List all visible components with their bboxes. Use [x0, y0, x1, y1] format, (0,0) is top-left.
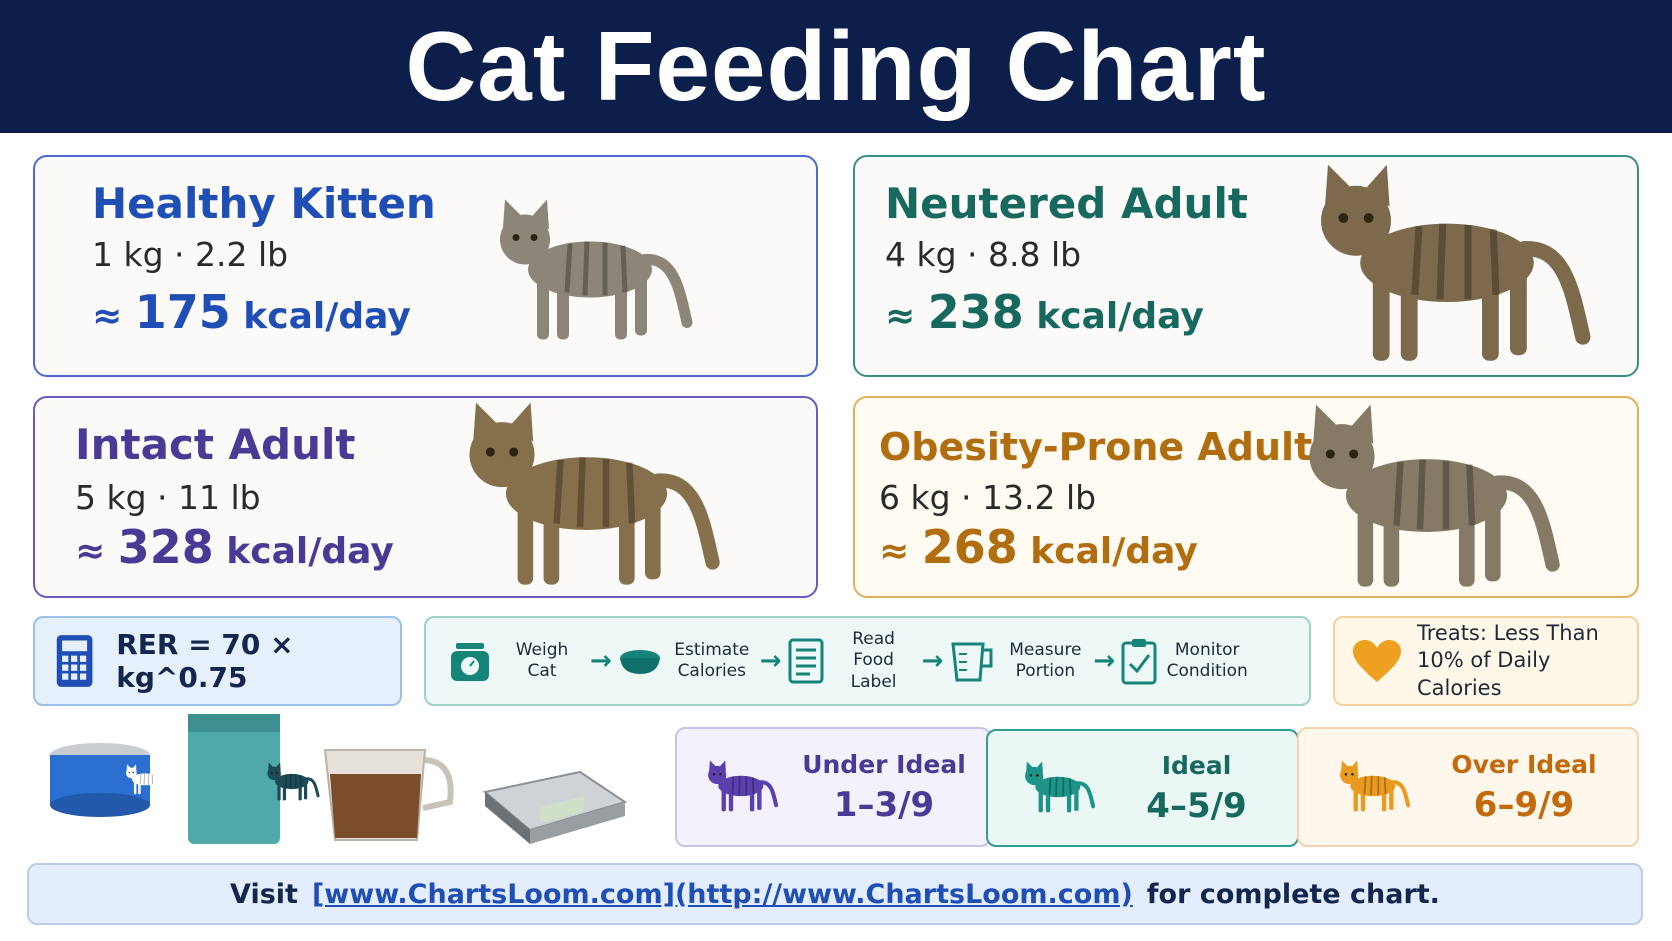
neutered-card: Neutered Adult 4 kg · 8.8 lb ≈ 238 kcal/… [853, 155, 1639, 377]
condition-label: Under Ideal [802, 749, 966, 779]
label-icon [788, 638, 824, 684]
approx: ≈ [92, 296, 123, 337]
intact-card: Intact Adult 5 kg · 11 lb ≈ 328 kcal/day [33, 396, 818, 598]
step: Monitor Condition [1121, 637, 1249, 685]
condition-box: Under Ideal 1–3/9 [675, 727, 991, 847]
condition-range: 6–9/9 [1473, 784, 1575, 825]
supplies-illustration [50, 714, 628, 844]
kcal-unit: kcal/day [226, 531, 394, 572]
cat-icon [699, 752, 779, 822]
card-weight: 4 kg · 8.8 lb [885, 235, 1082, 274]
condition-text: Ideal 4–5/9 [1096, 751, 1297, 826]
kcal-value: 268 [921, 520, 1018, 574]
condition-box: Over Ideal 6–9/9 [1297, 727, 1639, 847]
card-kcal: ≈ 238 kcal/day [885, 285, 1204, 339]
step-label: Monitor Condition [1166, 639, 1248, 681]
condition-label: Ideal [1161, 750, 1232, 780]
cat-image [395, 400, 765, 595]
scale-icon [451, 643, 489, 681]
approx: ≈ [879, 531, 910, 572]
kcal-unit: kcal/day [243, 296, 411, 337]
cup-icon [951, 642, 993, 682]
card-title: Intact Adult [75, 420, 356, 469]
step-label: Estimate Calories [674, 639, 750, 681]
card-kcal: ≈ 268 kcal/day [879, 520, 1198, 574]
footer-link[interactable]: [www.ChartsLoom.com](http://www.ChartsLo… [311, 878, 1133, 910]
card-weight: 6 kg · 13.2 lb [879, 478, 1097, 517]
card-kcal: ≈ 328 kcal/day [75, 520, 394, 574]
card-weight: 5 kg · 11 lb [75, 478, 261, 517]
bowl-icon [619, 650, 660, 674]
title: Cat Feeding Chart [405, 11, 1267, 121]
steps-box: Weigh Cat → Estimate Calories → Read Foo… [424, 616, 1311, 706]
kitten-image [475, 175, 695, 370]
kcal-value: 238 [927, 285, 1024, 339]
condition-range: 1–3/9 [833, 784, 935, 825]
cat-icon [1016, 753, 1096, 823]
step: Estimate Calories [618, 640, 754, 683]
arrow: → [921, 646, 944, 676]
card-weight: 1 kg · 2.2 lb [92, 235, 289, 274]
card-title: Neutered Adult [885, 179, 1248, 228]
condition-text: Under Ideal 1–3/9 [779, 750, 989, 825]
step-label: Weigh Cat [515, 639, 569, 681]
approx: ≈ [75, 531, 106, 572]
kcal-unit: kcal/day [1036, 296, 1204, 337]
footer-prefix: Visit [230, 878, 298, 910]
approx: ≈ [885, 296, 916, 337]
cat-image [1255, 162, 1625, 372]
step: Weigh Cat [448, 639, 584, 683]
header: Cat Feeding Chart [0, 0, 1672, 133]
kcal-value: 328 [117, 520, 214, 574]
formula: RER = 70 × kg^0.75 [116, 628, 294, 694]
condition-label: Over Ideal [1451, 749, 1597, 779]
step-label: Read Food Label [850, 629, 897, 692]
footer: Visit [www.ChartsLoom.com](http://www.Ch… [27, 863, 1643, 925]
condition-text: Over Ideal 6–9/9 [1411, 750, 1637, 825]
obesity-card: Obesity-Prone Adult 6 kg · 13.2 lb ≈ 268… [853, 396, 1639, 598]
formula-box: RER = 70 × kg^0.75 [33, 616, 402, 706]
card-title: Obesity-Prone Adult [879, 425, 1313, 469]
kitten-card: Healthy Kitten 1 kg · 2.2 lb ≈ 175 kcal/… [33, 155, 818, 377]
kcal-value: 175 [134, 285, 231, 339]
footer-suffix: for complete chart. [1146, 878, 1440, 910]
arrow: → [1093, 646, 1116, 676]
arrow: → [590, 646, 612, 676]
step: Read Food Label [788, 629, 916, 693]
calculator-icon [56, 635, 93, 687]
step-label: Measure Portion [1009, 639, 1082, 681]
tip-box: Treats: Less Than 10% of Daily Calories [1333, 616, 1639, 706]
tip: Treats: Less Than 10% of Daily Calories [1417, 621, 1599, 700]
checklist-icon [1121, 639, 1157, 685]
cat-image [1255, 402, 1585, 597]
condition-box: Ideal 4–5/9 [986, 729, 1299, 847]
heart-icon [1353, 640, 1401, 682]
arrow: → [759, 646, 782, 676]
step: Measure Portion [949, 640, 1087, 683]
condition-range: 4–5/9 [1146, 785, 1247, 826]
card-title: Healthy Kitten [92, 179, 436, 228]
card-kcal: ≈ 175 kcal/day [92, 285, 411, 339]
kcal-unit: kcal/day [1030, 531, 1198, 572]
cat-icon [1331, 752, 1411, 822]
